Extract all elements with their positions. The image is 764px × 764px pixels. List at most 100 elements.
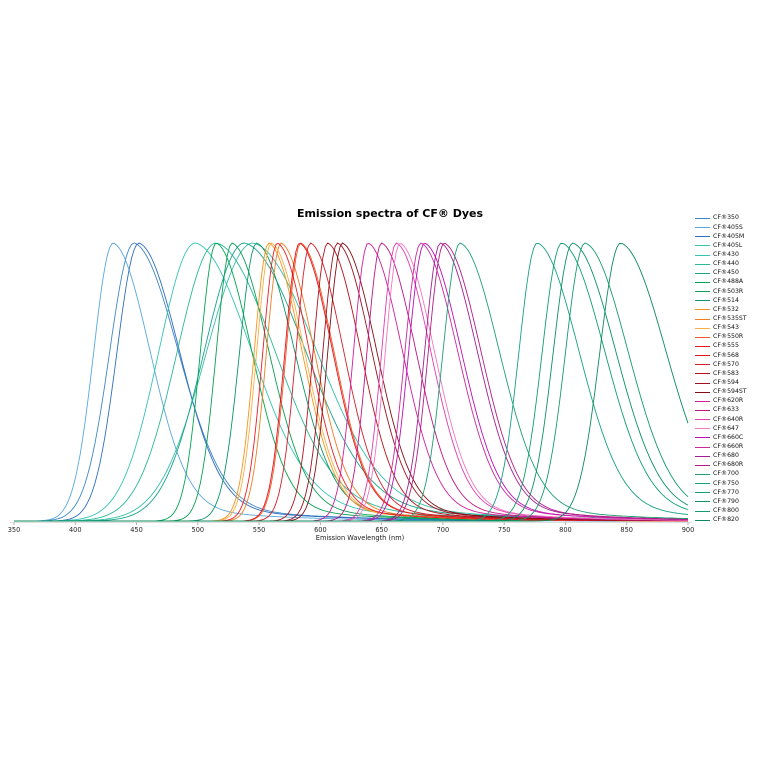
legend-swatch — [695, 236, 710, 238]
legend-item: CF®503R — [695, 287, 747, 296]
legend-label: CF®514 — [713, 296, 739, 304]
x-tick-label: 550 — [253, 526, 266, 534]
x-tick-label: 350 — [8, 526, 21, 534]
legend-swatch — [695, 272, 710, 274]
legend-swatch — [695, 446, 710, 448]
legend-item: CF®660R — [695, 443, 747, 452]
legend-swatch — [695, 474, 710, 475]
legend-item: CF®440 — [695, 260, 747, 269]
legend-item: CF®488A — [695, 278, 747, 287]
legend-label: CF®570 — [713, 360, 739, 368]
legend-item: CF®543 — [695, 324, 747, 333]
legend-swatch — [695, 464, 710, 466]
x-tick-label: 750 — [498, 526, 511, 534]
legend-item: CF®583 — [695, 369, 747, 378]
legend-item: CF®555 — [695, 342, 747, 351]
legend-label: CF®440 — [713, 260, 739, 268]
legend-label: CF®790 — [713, 497, 739, 505]
legend-label: CF®820 — [713, 516, 739, 524]
x-tick-label: 800 — [559, 526, 572, 534]
legend-swatch — [695, 309, 710, 311]
legend-label: CF®633 — [713, 406, 739, 414]
legend-swatch — [695, 218, 710, 220]
legend-item: CF®350 — [695, 214, 747, 223]
legend-item: CF®700 — [695, 470, 747, 479]
legend-item: CF®680R — [695, 461, 747, 470]
legend-swatch — [695, 263, 710, 265]
legend-item: CF®647 — [695, 424, 747, 433]
legend-label: CF®550R — [713, 333, 744, 341]
legend-swatch — [695, 410, 710, 412]
x-tick-label: 900 — [682, 526, 695, 534]
legend-item: CF®633 — [695, 406, 747, 415]
legend-item: CF®594ST — [695, 388, 747, 397]
legend-label: CF®555 — [713, 342, 739, 350]
legend-label: CF®647 — [713, 424, 739, 432]
legend-swatch — [695, 245, 710, 247]
legend-label: CF®660C — [713, 433, 744, 441]
legend-item: CF®660C — [695, 433, 747, 442]
legend-swatch — [695, 419, 710, 421]
legend-item: CF®405L — [695, 241, 747, 250]
legend-item: CF®405M — [695, 232, 747, 241]
legend-item: CF®430 — [695, 251, 747, 260]
legend-label: CF®680 — [713, 452, 739, 460]
legend-swatch — [695, 455, 710, 457]
legend-label: CF®543 — [713, 324, 739, 332]
legend-label: CF®800 — [713, 506, 739, 514]
legend-label: CF®405M — [713, 232, 745, 240]
legend-label: CF®568 — [713, 351, 739, 359]
x-tick-label: 850 — [620, 526, 633, 534]
legend-label: CF®680R — [713, 461, 744, 469]
legend-item: CF®594 — [695, 379, 747, 388]
x-tick-label: 400 — [69, 526, 82, 534]
legend-label: CF®488A — [713, 278, 744, 286]
legend-item: CF®405S — [695, 223, 747, 232]
legend-swatch — [695, 291, 710, 293]
legend-swatch — [695, 282, 710, 284]
legend-item: CF®820 — [695, 516, 747, 525]
legend-item: CF®620R — [695, 397, 747, 406]
chart-title: Emission spectra of CF® Dyes — [296, 207, 484, 220]
legend-item: CF®550R — [695, 333, 747, 342]
legend-label: CF®620R — [713, 397, 744, 405]
x-tick-label: 650 — [375, 526, 388, 534]
legend-swatch — [695, 227, 710, 229]
legend-swatch — [695, 254, 710, 256]
legend-item: CF®535ST — [695, 315, 747, 324]
legend-label: CF®350 — [713, 214, 739, 222]
legend-item: CF®790 — [695, 497, 747, 506]
legend-item: CF®640R — [695, 415, 747, 424]
legend-swatch — [695, 373, 710, 375]
legend-label: CF®532 — [713, 305, 739, 313]
x-tick-label: 700 — [437, 526, 450, 534]
legend-label: CF®583 — [713, 369, 739, 377]
spectrum-curve-CF820 — [14, 242, 689, 522]
legend-label: CF®594 — [713, 379, 739, 386]
legend-swatch — [695, 327, 710, 329]
legend-label: CF®535ST — [713, 315, 747, 323]
legend-label: CF®700 — [713, 470, 739, 478]
legend-label: CF®750 — [713, 479, 739, 487]
legend-swatch — [695, 346, 710, 348]
legend-item: CF®800 — [695, 507, 747, 516]
legend-item: CF®532 — [695, 305, 747, 314]
legend-swatch — [695, 400, 710, 402]
legend-item: CF®750 — [695, 479, 747, 488]
legend-swatch — [695, 364, 710, 366]
legend-label: CF®594ST — [713, 388, 747, 396]
legend-label: CF®430 — [713, 251, 739, 259]
legend-swatch — [695, 519, 710, 521]
legend-label: CF®660R — [713, 442, 744, 450]
legend-item: CF®570 — [695, 360, 747, 369]
x-tick-label: 450 — [130, 526, 143, 534]
x-axis-label: Emission Wavelength (nm) — [315, 534, 405, 542]
legend: CF®350 CF®405S CF®405M CF®405L CF®430 CF®440 C… — [695, 214, 747, 525]
x-tick-label: 500 — [192, 526, 205, 534]
legend-item: CF®514 — [695, 296, 747, 305]
legend-label: CF®640R — [713, 415, 744, 423]
legend-item: CF®568 — [695, 351, 747, 360]
legend-swatch — [695, 510, 710, 512]
legend-label: CF®405L — [713, 241, 743, 249]
